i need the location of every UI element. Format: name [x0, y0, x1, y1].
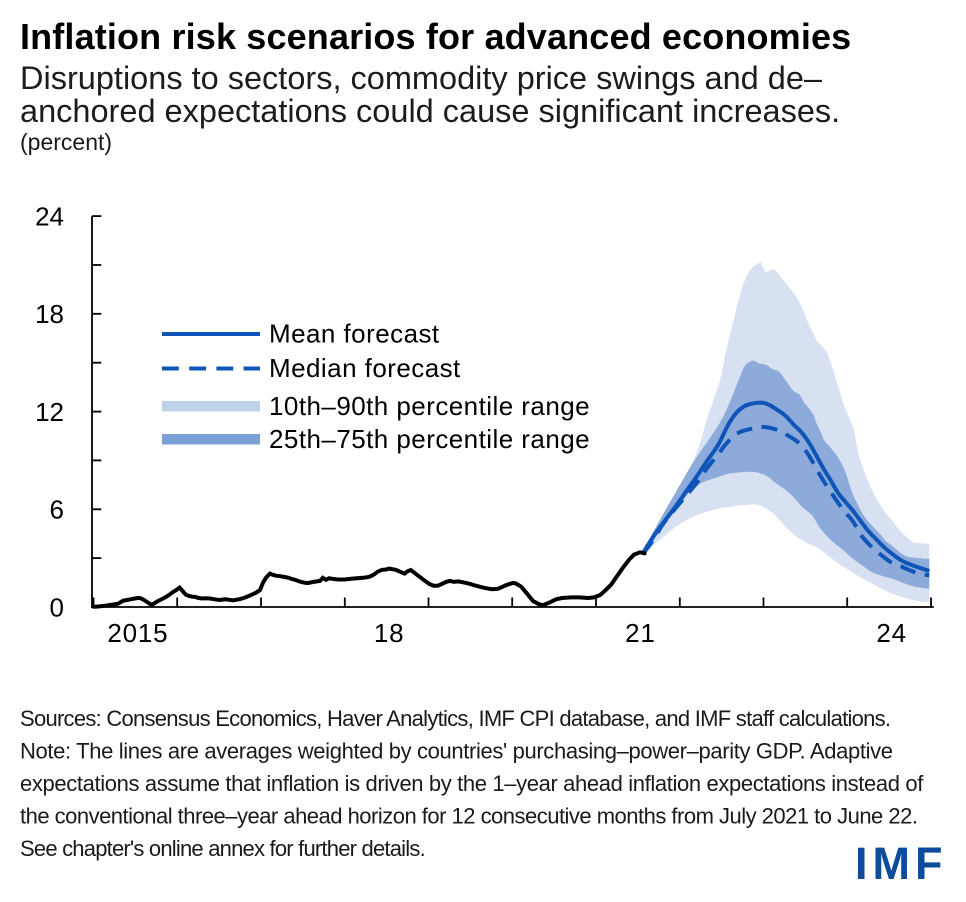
svg-text:6: 6 [50, 495, 64, 525]
svg-text:Note: The lines are averages w: Note: The lines are averages weighted by… [20, 739, 893, 764]
svg-text:24: 24 [876, 618, 907, 648]
svg-text:18: 18 [374, 618, 405, 648]
svg-text:0: 0 [50, 592, 64, 622]
svg-text:See chapter's online annex for: See chapter's online annex for further d… [20, 836, 425, 861]
svg-text:12: 12 [35, 397, 64, 427]
svg-text:Mean forecast: Mean forecast [269, 319, 440, 349]
svg-text:24: 24 [35, 201, 64, 231]
svg-text:(percent): (percent) [20, 129, 112, 155]
svg-text:IMF: IMF [855, 838, 947, 889]
svg-text:the conventional three–year ah: the conventional three–year ahead horizo… [20, 803, 917, 828]
svg-text:21: 21 [625, 618, 656, 648]
svg-text:Disruptions to sectors, commod: Disruptions to sectors, commodity price … [20, 60, 823, 96]
svg-text:anchored expectations could ca: anchored expectations could cause signif… [20, 93, 840, 129]
svg-text:18: 18 [35, 299, 64, 329]
svg-text:2015: 2015 [107, 618, 168, 648]
svg-text:Sources: Consensus Economics,: Sources: Consensus Economics, Haver Anal… [20, 706, 890, 731]
svg-text:10th–90th percentile range: 10th–90th percentile range [269, 391, 590, 421]
svg-text:Median forecast: Median forecast [269, 353, 461, 383]
svg-text:25th–75th percentile range: 25th–75th percentile range [269, 424, 590, 454]
svg-text:Inflation risk scenarios for a: Inflation risk scenarios for advanced ec… [20, 16, 851, 57]
svg-text:expectations assume that infla: expectations assume that inflation is dr… [20, 771, 924, 796]
